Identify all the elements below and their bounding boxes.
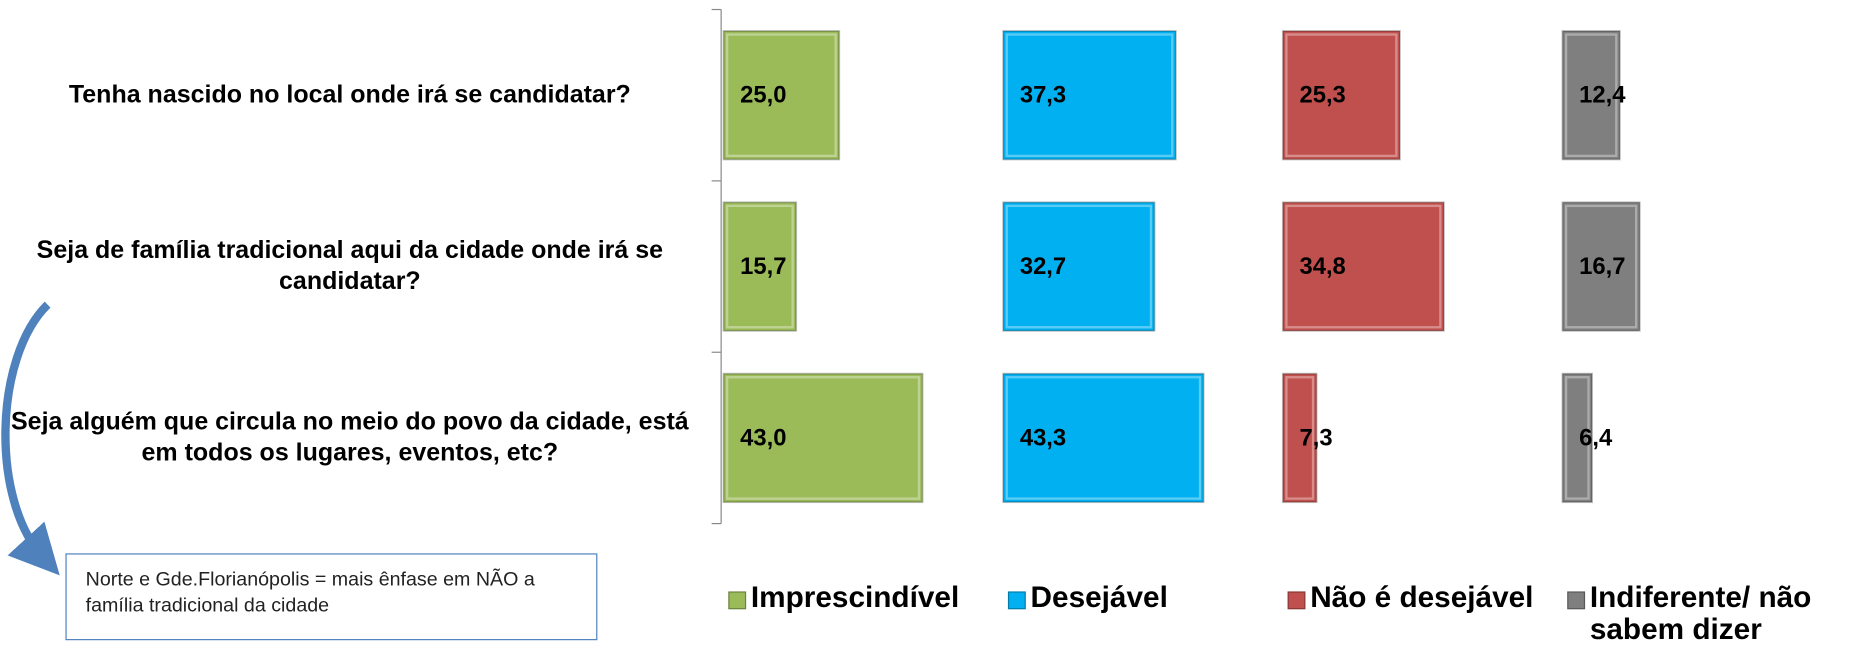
bar [1002, 30, 1177, 161]
bar-highlight [1564, 33, 1618, 158]
value-label: 7,3 [1299, 424, 1332, 451]
bar-highlight [1005, 376, 1202, 500]
category-label: Seja alguém que circula no meio do povo … [11, 408, 689, 467]
bar [1561, 201, 1641, 332]
bar [722, 372, 924, 504]
bar-highlight [1285, 376, 1315, 500]
bar-highlight [1564, 204, 1638, 329]
bar-highlight [1564, 376, 1590, 500]
legend-swatch [1567, 591, 1586, 610]
bar [722, 201, 798, 332]
value-label: 15,7 [740, 253, 786, 280]
legend-swatch [1287, 591, 1306, 610]
legend-swatch [728, 591, 747, 610]
bar-highlight [725, 376, 921, 500]
value-label: 12,4 [1579, 82, 1626, 109]
value-label: 37,3 [1020, 82, 1066, 109]
bar [1281, 201, 1445, 332]
legend-label: Desejável [1030, 580, 1168, 615]
legend-label: Não é desejável [1310, 580, 1534, 615]
value-label: 25,0 [740, 82, 786, 109]
bar-highlight [1285, 33, 1398, 158]
bar [1561, 372, 1593, 504]
value-label: 32,7 [1020, 253, 1066, 280]
bar [1281, 372, 1318, 504]
bar [1002, 201, 1156, 332]
value-label: 43,0 [740, 424, 786, 451]
value-label: 34,8 [1299, 253, 1345, 280]
bar [722, 30, 841, 161]
legend-label: Indiferente/ não sabem dizer [1589, 580, 1812, 646]
value-label: 25,3 [1299, 82, 1345, 109]
bar-highlight [725, 204, 794, 329]
annotation-box: Norte e Gde.Florianópolis = mais ênfase … [65, 553, 598, 641]
bar [1281, 30, 1401, 161]
value-label: 16,7 [1579, 253, 1625, 280]
curved-arrow [1, 301, 60, 576]
category-label: Seja de família tradicional aqui da cida… [36, 236, 664, 296]
bar-highlight [1005, 33, 1174, 158]
value-label: 6,4 [1579, 424, 1613, 451]
legend-label: Imprescindível [750, 580, 960, 615]
bar [1002, 372, 1205, 504]
legend-swatch [1007, 591, 1026, 610]
bar [1561, 30, 1621, 161]
value-label: 43,3 [1020, 424, 1066, 451]
category-label: Tenha nascido no local onde irá se candi… [68, 80, 631, 109]
bar-highlight [725, 33, 837, 158]
bar-highlight [1005, 204, 1153, 329]
bar-highlight [1285, 204, 1442, 329]
